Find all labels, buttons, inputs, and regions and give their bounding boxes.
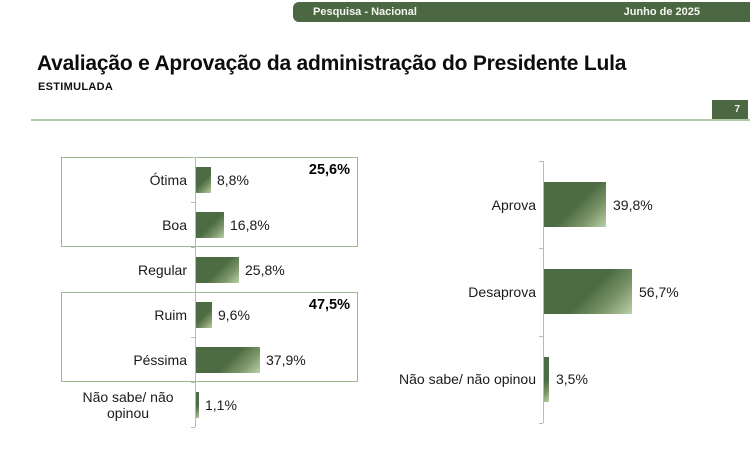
value-label: 25,8% <box>245 261 285 278</box>
value-label: 3,5% <box>556 371 588 388</box>
category-label-text: Não sabe/ não opinou <box>82 388 174 421</box>
bar <box>196 256 239 283</box>
axis-line <box>195 157 196 427</box>
value-label: 8,8% <box>217 171 249 188</box>
bar <box>196 301 212 328</box>
axis-tick <box>191 157 195 158</box>
axis-tick <box>191 292 195 293</box>
header-date-label: Junho de 2025 <box>623 6 700 18</box>
value-label: 39,8% <box>613 196 653 213</box>
value-label: 16,8% <box>230 216 270 233</box>
category-label: Ótima <box>69 157 187 202</box>
category-label-text: Boa <box>162 216 187 233</box>
group-box <box>61 292 358 382</box>
bar <box>544 356 549 402</box>
axis-tick <box>539 423 543 424</box>
value-label: 37,9% <box>266 351 306 368</box>
bar <box>544 269 632 315</box>
category-label: Não sabe/ não opinou <box>69 382 187 427</box>
bar <box>196 391 199 418</box>
axis-tick <box>191 337 195 338</box>
category-label-text: Desaprova <box>468 283 536 300</box>
category-label-text: Aprova <box>491 196 536 213</box>
category-label: Não sabe/ não opinou <box>378 336 536 423</box>
bar <box>196 211 224 238</box>
axis-tick <box>539 248 543 249</box>
divider-line <box>31 119 750 121</box>
axis-tick <box>191 427 195 428</box>
group-total-label: 25,6% <box>308 162 350 178</box>
category-label: Boa <box>69 202 187 247</box>
bar <box>196 346 260 373</box>
category-label: Regular <box>69 247 187 292</box>
group-total-label: 47,5% <box>308 297 350 313</box>
axis-tick <box>191 202 195 203</box>
page-number-badge: 7 <box>712 100 748 119</box>
category-label: Desaprova <box>378 248 536 335</box>
page-subtitle: ESTIMULADA <box>38 81 114 93</box>
page-title: Avaliação e Aprovação da administração d… <box>37 52 627 75</box>
category-label: Ruim <box>69 292 187 337</box>
header-bar: Pesquisa - Nacional Junho de 2025 <box>293 2 750 22</box>
category-label: Péssima <box>69 337 187 382</box>
bar <box>544 182 606 228</box>
axis-line <box>543 161 544 423</box>
axis-tick <box>191 382 195 383</box>
value-label: 56,7% <box>639 283 679 300</box>
category-label: Aprova <box>378 161 536 248</box>
value-label: 9,6% <box>218 306 250 323</box>
category-label-text: Ótima <box>149 171 187 188</box>
bar <box>196 166 211 193</box>
axis-tick <box>539 161 543 162</box>
category-label-text: Regular <box>137 261 187 278</box>
axis-tick <box>539 336 543 337</box>
category-label-text: Péssima <box>133 351 187 368</box>
group-box <box>61 157 358 247</box>
axis-tick <box>191 247 195 248</box>
category-label-text: Não sabe/ não opinou <box>399 371 536 388</box>
category-label-text: Ruim <box>154 306 187 323</box>
header-survey-label: Pesquisa - Nacional <box>313 6 417 18</box>
value-label: 1,1% <box>205 396 237 413</box>
